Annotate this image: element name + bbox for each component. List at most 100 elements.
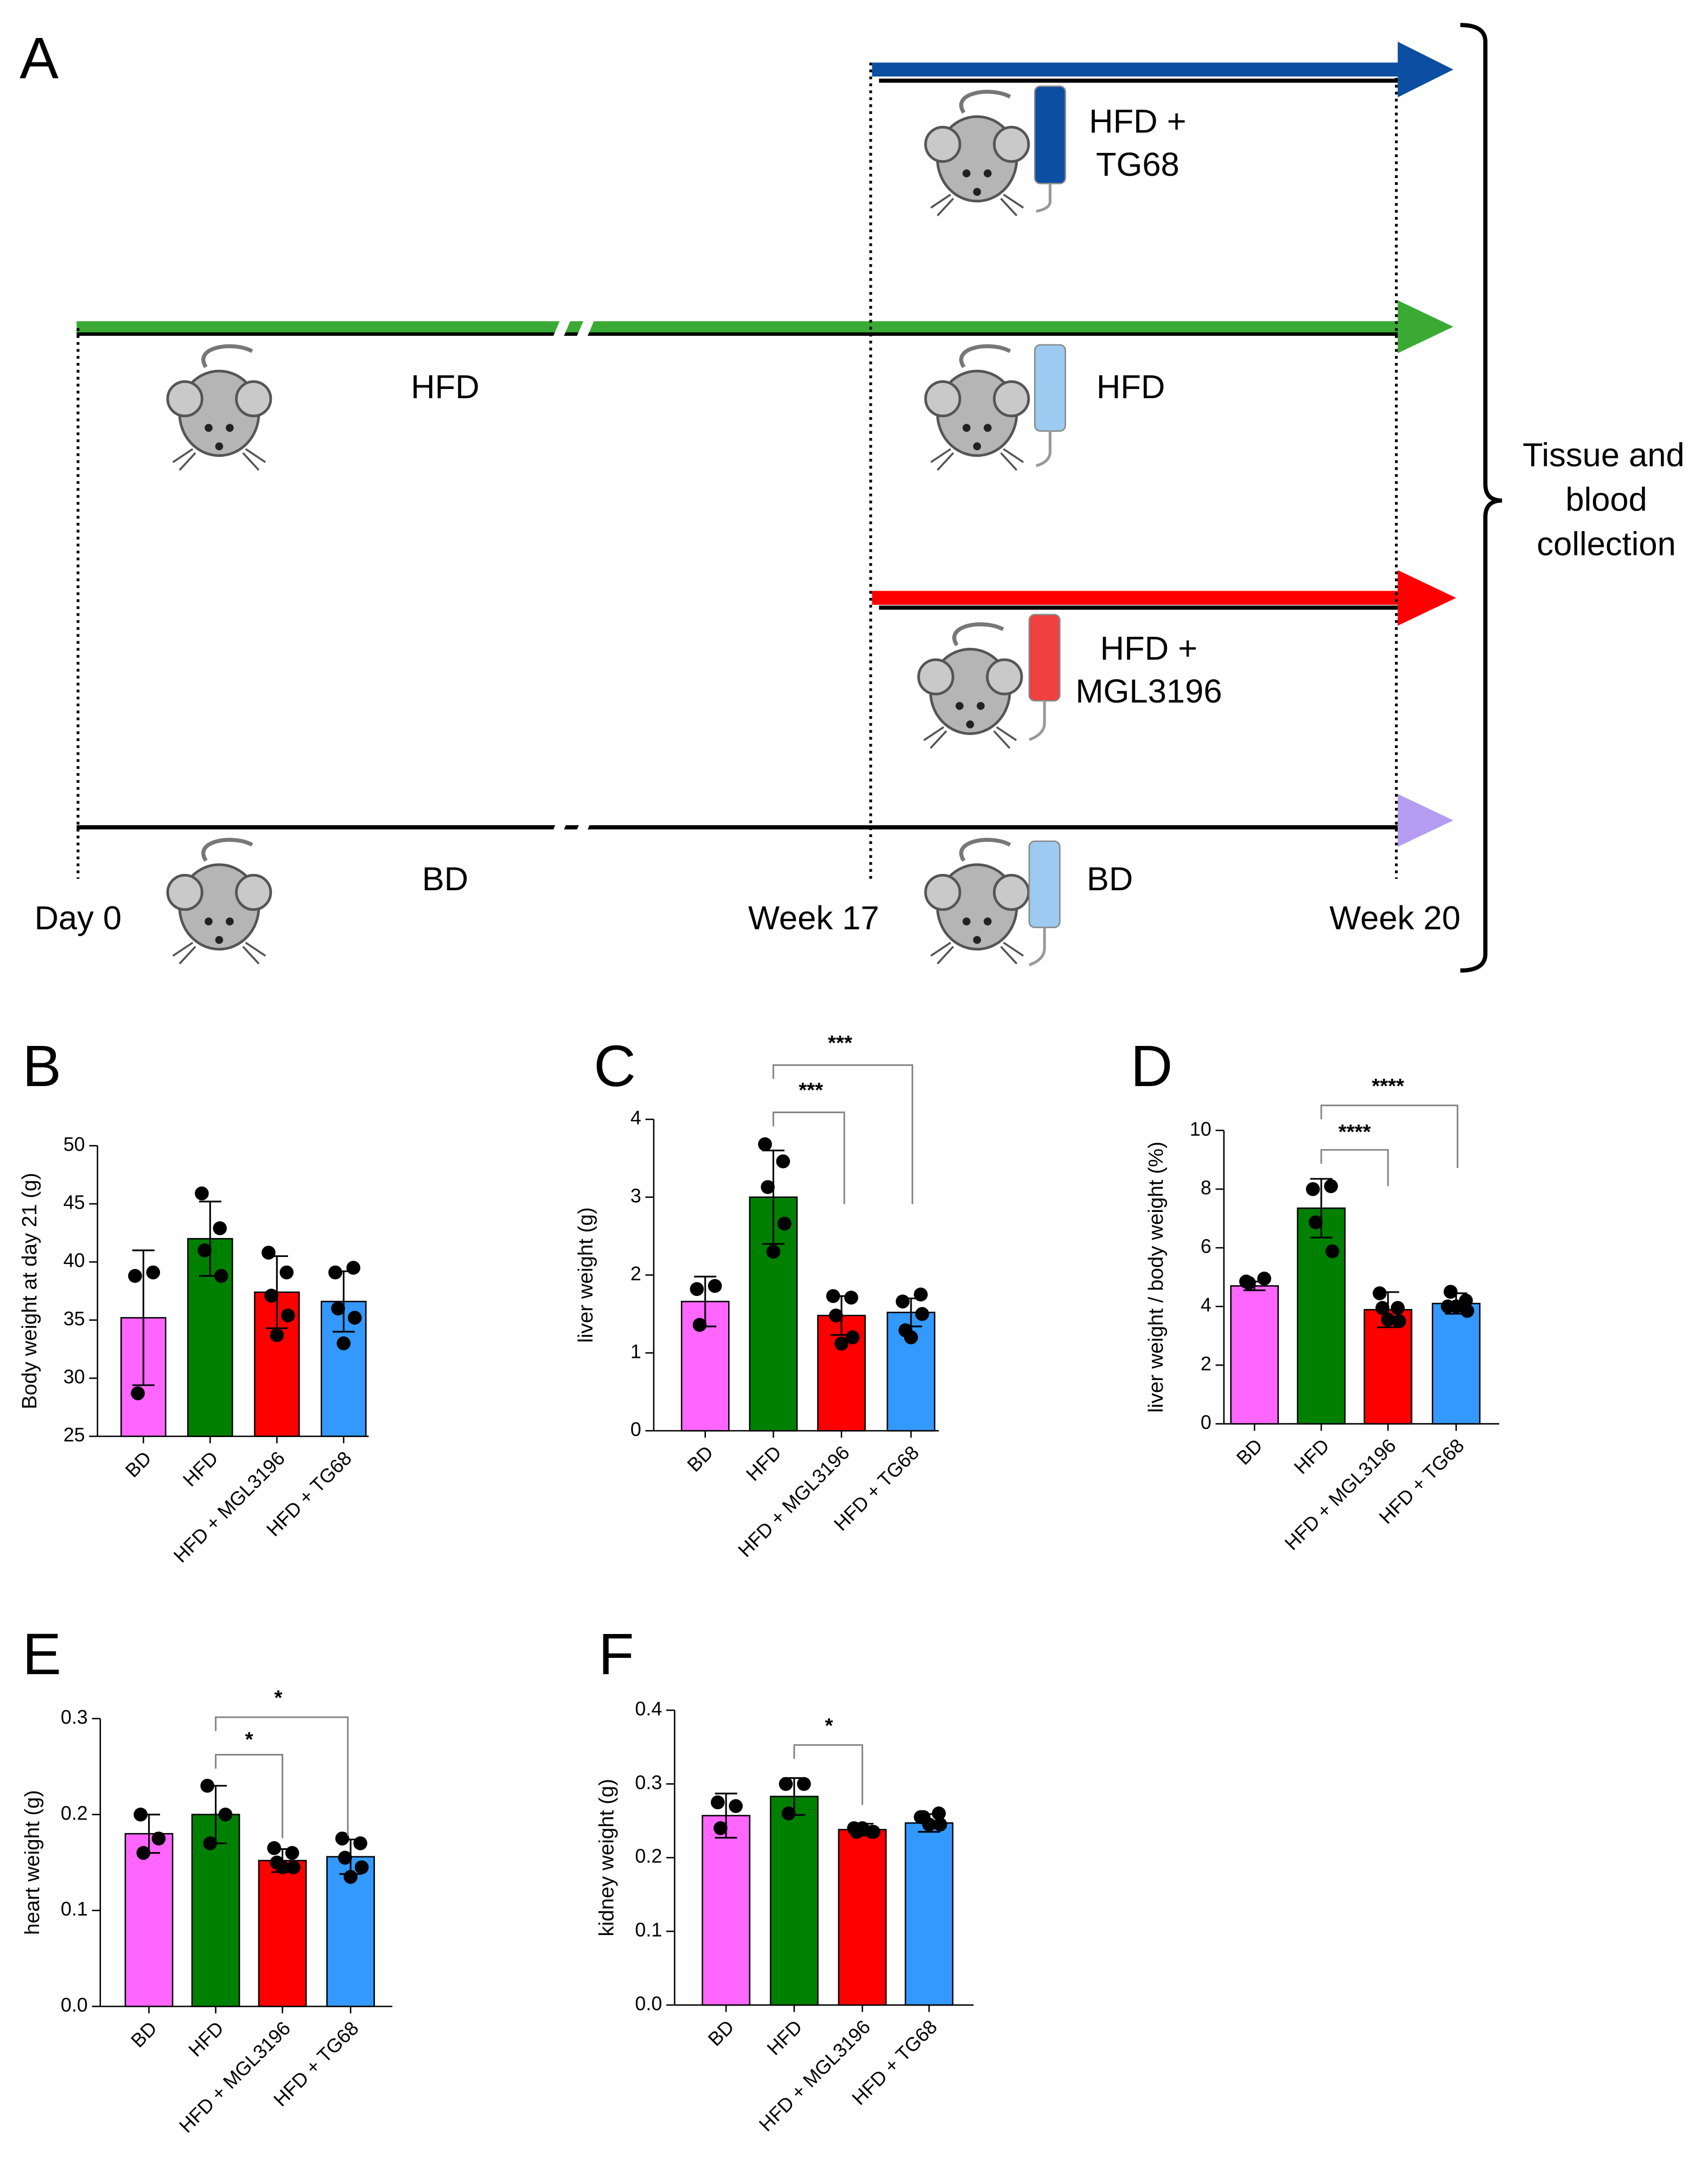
y-tick-label: 40 bbox=[63, 1250, 85, 1272]
data-point bbox=[779, 1777, 793, 1791]
data-point bbox=[1391, 1301, 1405, 1315]
x-tick-label: HFD bbox=[1290, 1435, 1333, 1478]
data-point bbox=[776, 1154, 791, 1169]
y-tick-label: 45 bbox=[63, 1192, 85, 1214]
data-point bbox=[214, 1269, 228, 1283]
data-point bbox=[279, 1265, 294, 1280]
data-point bbox=[895, 1294, 910, 1308]
error-bar bbox=[132, 1249, 155, 1386]
data-point bbox=[845, 1330, 860, 1344]
bar bbox=[1431, 1303, 1481, 1425]
data-point bbox=[200, 1778, 214, 1793]
y-tick-label: 0.1 bbox=[61, 1898, 88, 1920]
bar-chart: B Body weight at day 21 (g) 25 30 35 40 45 50 BD… bbox=[18, 1033, 369, 1567]
data-point bbox=[796, 1777, 811, 1791]
data-point bbox=[1443, 1285, 1458, 1299]
data-point bbox=[761, 1180, 775, 1194]
data-point bbox=[136, 1846, 151, 1860]
y-tick-label: 8 bbox=[1201, 1177, 1212, 1198]
bar bbox=[1297, 1207, 1346, 1425]
data-point bbox=[690, 1282, 704, 1296]
data-point bbox=[335, 1831, 349, 1846]
arrowhead bbox=[1398, 41, 1454, 98]
bar bbox=[258, 1860, 307, 2007]
significance-bracket bbox=[1320, 1105, 1458, 1168]
data-point bbox=[828, 1308, 843, 1323]
data-point bbox=[1242, 1276, 1256, 1290]
diet-label: HFD bbox=[411, 368, 479, 406]
bottle-icon bbox=[1034, 85, 1066, 213]
y-tick-label: 0.0 bbox=[635, 1993, 662, 2014]
data-point bbox=[1381, 1312, 1395, 1327]
bottle-icon bbox=[1028, 840, 1061, 967]
data-point bbox=[932, 1806, 946, 1821]
y-tick-label: 10 bbox=[1190, 1118, 1212, 1140]
data-point bbox=[275, 1860, 290, 1874]
x-tick-label: HFD bbox=[179, 1447, 222, 1491]
data-point bbox=[281, 1308, 295, 1323]
axis-break bbox=[549, 800, 598, 844]
y-tick-label: 0.2 bbox=[635, 1846, 662, 1867]
data-point bbox=[133, 1807, 148, 1822]
data-point bbox=[933, 1817, 947, 1831]
data-point bbox=[834, 1336, 849, 1351]
x-tick-label: HFD bbox=[184, 2017, 228, 2060]
significance-bracket bbox=[215, 1754, 284, 1839]
mouse-icon bbox=[926, 92, 1029, 215]
y-tick-label: 1 bbox=[630, 1341, 641, 1362]
bar bbox=[904, 1822, 954, 2006]
data-point bbox=[348, 1311, 362, 1325]
arrowhead bbox=[1398, 570, 1456, 626]
x-tick-label: BD bbox=[1232, 1435, 1267, 1470]
group-label: HFD + bbox=[1100, 630, 1197, 667]
data-point bbox=[336, 1336, 351, 1351]
arrowhead bbox=[1398, 794, 1454, 847]
data-point bbox=[1305, 1182, 1320, 1196]
data-point bbox=[1460, 1304, 1475, 1318]
data-point bbox=[766, 1244, 781, 1259]
diagram: A HFD BD HFD + TG68 HFD HFD + bbox=[20, 23, 1685, 973]
data-point bbox=[1257, 1272, 1271, 1286]
significance-label: **** bbox=[1339, 1120, 1371, 1144]
data-point bbox=[354, 1860, 369, 1874]
x-tick-label: HFD + MGL3196 bbox=[175, 2017, 295, 2137]
mouse-icon bbox=[168, 840, 271, 963]
group-label: MGL3196 bbox=[1075, 673, 1222, 710]
data-point bbox=[826, 1289, 840, 1303]
arrowhead bbox=[1398, 300, 1454, 354]
data-point bbox=[922, 1817, 936, 1831]
y-tick-label: 6 bbox=[1201, 1236, 1212, 1258]
panel-letter: C bbox=[594, 1033, 636, 1099]
significance-label: * bbox=[274, 1686, 282, 1709]
y-axis-label: kidney weight (g) bbox=[595, 1779, 618, 1937]
data-point bbox=[708, 1279, 722, 1293]
panel-letter: B bbox=[22, 1033, 61, 1099]
collection-label: blood bbox=[1565, 481, 1647, 519]
data-point bbox=[328, 1265, 342, 1280]
y-tick-label: 0.3 bbox=[635, 1772, 662, 1793]
data-point bbox=[128, 1269, 142, 1283]
data-point bbox=[264, 1288, 278, 1303]
data-point bbox=[1309, 1215, 1323, 1229]
significance-bracket bbox=[772, 1064, 914, 1204]
x-tick-label: HFD + MGL3196 bbox=[169, 1447, 289, 1567]
data-point bbox=[151, 1831, 166, 1846]
data-point bbox=[353, 1836, 367, 1850]
y-axis-label: liver weight / body weight (%) bbox=[1144, 1141, 1168, 1413]
data-point bbox=[262, 1246, 276, 1260]
panel-letter: A bbox=[20, 25, 59, 91]
timepoint-label: Week 20 bbox=[1329, 899, 1461, 937]
y-tick-label: 2 bbox=[1201, 1353, 1212, 1375]
data-point bbox=[285, 1846, 299, 1860]
panel-letter: F bbox=[598, 1622, 634, 1687]
data-point bbox=[1449, 1299, 1463, 1314]
mouse-icon bbox=[168, 346, 271, 470]
data-point bbox=[346, 1261, 361, 1275]
x-tick-label: BD bbox=[704, 2016, 738, 2051]
data-point bbox=[1375, 1301, 1390, 1315]
group-label: TG68 bbox=[1096, 146, 1180, 183]
y-tick-label: 50 bbox=[63, 1133, 85, 1155]
